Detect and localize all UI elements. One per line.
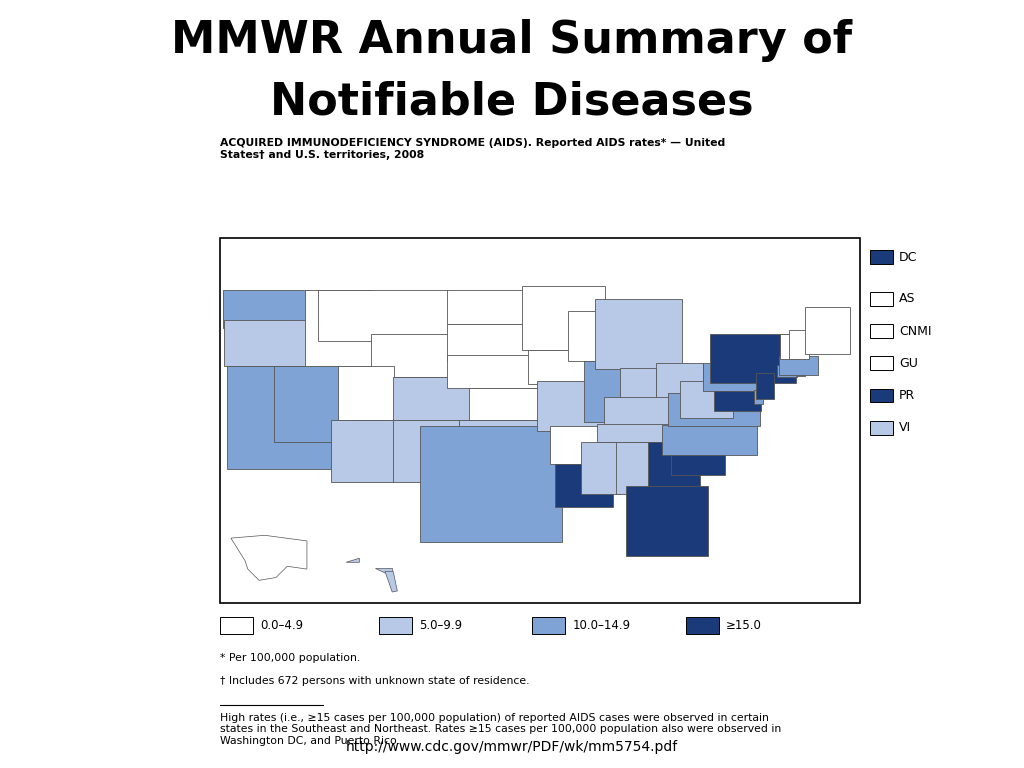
Bar bbox=[754, 390, 763, 404]
Text: 5.0–9.9: 5.0–9.9 bbox=[419, 620, 462, 632]
Text: PR: PR bbox=[899, 389, 915, 402]
Bar bbox=[604, 396, 688, 426]
Bar bbox=[596, 299, 682, 369]
Text: DC: DC bbox=[899, 251, 918, 263]
Text: High rates (i.e., ≥15 cases per 100,000 population) of reported AIDS cases were : High rates (i.e., ≥15 cases per 100,000 … bbox=[220, 713, 781, 746]
Bar bbox=[392, 420, 459, 482]
Bar bbox=[779, 356, 818, 375]
Bar bbox=[669, 393, 761, 426]
Bar bbox=[714, 391, 762, 411]
Bar bbox=[528, 350, 599, 383]
Bar bbox=[226, 366, 338, 469]
Text: 10.0–14.9: 10.0–14.9 bbox=[572, 620, 631, 632]
Bar bbox=[305, 290, 372, 366]
Bar bbox=[662, 425, 757, 455]
Bar bbox=[550, 426, 604, 464]
Bar bbox=[756, 372, 774, 399]
Bar bbox=[702, 363, 766, 391]
Bar bbox=[446, 290, 528, 324]
Bar bbox=[711, 334, 797, 382]
Bar bbox=[797, 366, 805, 376]
Bar bbox=[224, 319, 312, 366]
Bar bbox=[780, 334, 801, 359]
Bar bbox=[469, 388, 550, 420]
Text: AS: AS bbox=[899, 293, 915, 305]
Bar bbox=[420, 426, 562, 542]
Text: 0.0–4.9: 0.0–4.9 bbox=[260, 620, 303, 632]
Bar bbox=[274, 366, 340, 442]
Bar bbox=[805, 306, 850, 354]
Bar bbox=[656, 363, 702, 406]
Bar bbox=[788, 330, 809, 359]
Text: ≥15.0: ≥15.0 bbox=[726, 620, 762, 632]
Bar bbox=[776, 365, 798, 377]
Text: Notifiable Diseases: Notifiable Diseases bbox=[270, 81, 754, 124]
Text: VI: VI bbox=[899, 422, 911, 434]
Bar bbox=[582, 442, 621, 495]
Bar bbox=[392, 377, 470, 420]
Polygon shape bbox=[230, 535, 307, 581]
Bar bbox=[338, 366, 393, 420]
Polygon shape bbox=[346, 558, 359, 562]
Bar bbox=[459, 420, 552, 458]
Bar bbox=[537, 382, 609, 432]
Bar bbox=[680, 382, 733, 419]
Text: http://www.cdc.gov/mmwr/PDF/wk/mm5754.pdf: http://www.cdc.gov/mmwr/PDF/wk/mm5754.pd… bbox=[346, 740, 678, 754]
Bar bbox=[621, 369, 656, 412]
Bar bbox=[647, 442, 699, 492]
Bar bbox=[584, 361, 627, 422]
Bar bbox=[568, 311, 640, 361]
Text: MMWR Annual Summary of: MMWR Annual Summary of bbox=[171, 19, 853, 62]
Bar bbox=[626, 485, 709, 556]
Text: * Per 100,000 population.: * Per 100,000 population. bbox=[220, 653, 360, 663]
Text: † Includes 672 persons with unknown state of residence.: † Includes 672 persons with unknown stat… bbox=[220, 676, 529, 686]
Bar bbox=[223, 290, 308, 328]
Text: CNMI: CNMI bbox=[899, 325, 932, 337]
Text: ACQUIRED IMMUNODEFICIENCY SYNDROME (AIDS). Reported AIDS rates* — United
States†: ACQUIRED IMMUNODEFICIENCY SYNDROME (AIDS… bbox=[220, 138, 725, 160]
Bar bbox=[317, 290, 447, 341]
Bar bbox=[331, 420, 393, 482]
Bar bbox=[446, 324, 530, 361]
Polygon shape bbox=[385, 571, 397, 592]
Bar bbox=[672, 440, 725, 475]
Bar bbox=[521, 286, 605, 350]
Bar bbox=[446, 356, 543, 388]
Bar bbox=[597, 424, 691, 442]
Bar bbox=[371, 334, 447, 377]
Text: GU: GU bbox=[899, 357, 918, 369]
Bar bbox=[555, 464, 612, 507]
Polygon shape bbox=[375, 568, 392, 576]
Bar bbox=[616, 442, 655, 495]
